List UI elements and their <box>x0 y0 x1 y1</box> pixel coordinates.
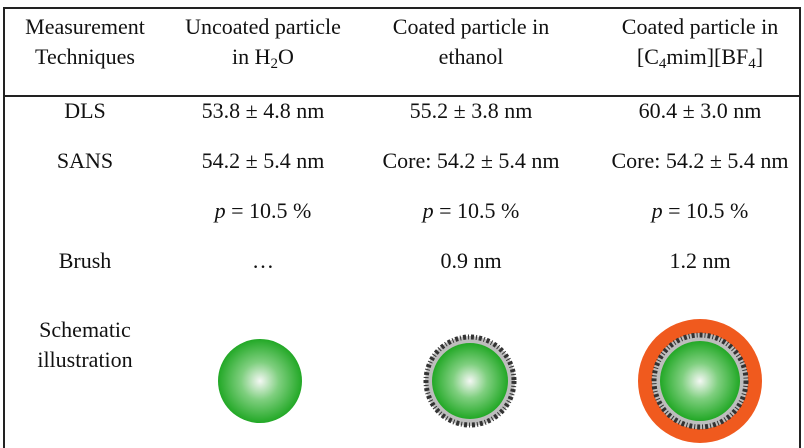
table-cell: 1.2 nm <box>669 246 730 276</box>
cell-line: Brush <box>59 246 112 276</box>
cell-text: = 10.5 % <box>663 198 749 223</box>
cell-text: 0.9 nm <box>440 248 501 273</box>
cell-text: Schematic <box>39 317 131 342</box>
table-cell: 54.2 ± 5.4 nm <box>202 146 325 176</box>
cell-line: Techniques <box>25 42 145 72</box>
table-cell: Brush <box>59 246 112 276</box>
cell-line: p = 10.5 % <box>652 196 749 226</box>
uncoated-particle <box>218 339 302 423</box>
cell-text: Brush <box>59 248 112 273</box>
cell-text: mim][BF <box>666 44 748 69</box>
table-cell: 55.2 ± 3.8 nm <box>410 96 533 126</box>
cell-text: p <box>652 198 663 223</box>
table-cell: p = 10.5 % <box>215 196 312 226</box>
cell-line: Uncoated particle <box>185 12 341 42</box>
cell-line: 54.2 ± 5.4 nm <box>202 146 325 176</box>
cell-text: 54.2 ± 5.4 nm <box>202 148 325 173</box>
cell-line: 60.4 ± 3.0 nm <box>639 96 762 126</box>
cell-text: = 10.5 % <box>434 198 520 223</box>
cell-text: 60.4 ± 3.0 nm <box>639 98 762 123</box>
cell-line: SANS <box>57 146 113 176</box>
cell-line: 53.8 ± 4.8 nm <box>202 96 325 126</box>
cell-line: 0.9 nm <box>440 246 501 276</box>
cell-line: Core: 54.2 ± 5.4 nm <box>611 146 788 176</box>
cell-text: 4 <box>748 56 756 72</box>
table-figure: Measurement Techniques Uncoated particle in… <box>0 0 804 448</box>
cell-line: Core: 54.2 ± 5.4 nm <box>382 146 559 176</box>
cell-text: Measurement <box>25 14 145 39</box>
cell-text: ethanol <box>439 44 504 69</box>
table-cell: Coated particle in ethanol <box>393 12 549 72</box>
cell-text: Coated particle in <box>622 14 778 39</box>
cell-line: 1.2 nm <box>669 246 730 276</box>
table-cell: p = 10.5 % <box>423 196 520 226</box>
cell-text: DLS <box>64 98 106 123</box>
table-cell: Uncoated particle in H2O <box>185 12 341 72</box>
cell-text: p <box>423 198 434 223</box>
cell-text: 53.8 ± 4.8 nm <box>202 98 325 123</box>
cell-text: 4 <box>659 56 667 72</box>
table-cell: … <box>252 246 274 276</box>
cell-line: DLS <box>64 96 106 126</box>
cell-text: 1.2 nm <box>669 248 730 273</box>
cell-line: 55.2 ± 3.8 nm <box>410 96 533 126</box>
table-cell: 53.8 ± 4.8 nm <box>202 96 325 126</box>
cell-line: illustration <box>37 345 132 375</box>
table-cell: p = 10.5 % <box>652 196 749 226</box>
table-cell: DLS <box>64 96 106 126</box>
cell-text: illustration <box>37 347 132 372</box>
coated-core <box>432 343 508 419</box>
table-cell: Coated particle in[C4mim][BF4] <box>622 12 778 72</box>
cell-text: Core: 54.2 ± 5.4 nm <box>611 148 788 173</box>
cell-text: ] <box>756 44 763 69</box>
table-cell: Core: 54.2 ± 5.4 nm <box>382 146 559 176</box>
cell-line: … <box>252 246 274 276</box>
table-cell: SANS <box>57 146 113 176</box>
cell-text: 55.2 ± 3.8 nm <box>410 98 533 123</box>
cell-text: = 10.5 % <box>226 198 312 223</box>
cell-line: Coated particle in <box>393 12 549 42</box>
cell-text: 2 <box>271 56 279 72</box>
cell-line: ethanol <box>393 42 549 72</box>
cell-text: O <box>278 44 294 69</box>
cell-line: in H2O <box>185 42 341 72</box>
cell-line: Coated particle in <box>622 12 778 42</box>
coated-core <box>660 341 740 421</box>
cell-text: Coated particle in <box>393 14 549 39</box>
cell-text: in H <box>232 44 271 69</box>
table-cell: Measurement Techniques <box>25 12 145 72</box>
cell-line: Measurement <box>25 12 145 42</box>
table-cell: Core: 54.2 ± 5.4 nm <box>611 146 788 176</box>
cell-text: Techniques <box>35 44 135 69</box>
cell-text: Uncoated particle <box>185 14 341 39</box>
cell-line: p = 10.5 % <box>215 196 312 226</box>
cell-text: [C <box>637 44 659 69</box>
table-cell: 60.4 ± 3.0 nm <box>639 96 762 126</box>
cell-text: p <box>215 198 226 223</box>
cell-line: p = 10.5 % <box>423 196 520 226</box>
table-cell: 0.9 nm <box>440 246 501 276</box>
cell-line: Schematic <box>37 315 132 345</box>
cell-text: Core: 54.2 ± 5.4 nm <box>382 148 559 173</box>
cell-line: [C4mim][BF4] <box>622 42 778 72</box>
cell-text: SANS <box>57 148 113 173</box>
cell-text: … <box>252 248 274 273</box>
table-cell: Schematic illustration <box>37 315 132 375</box>
